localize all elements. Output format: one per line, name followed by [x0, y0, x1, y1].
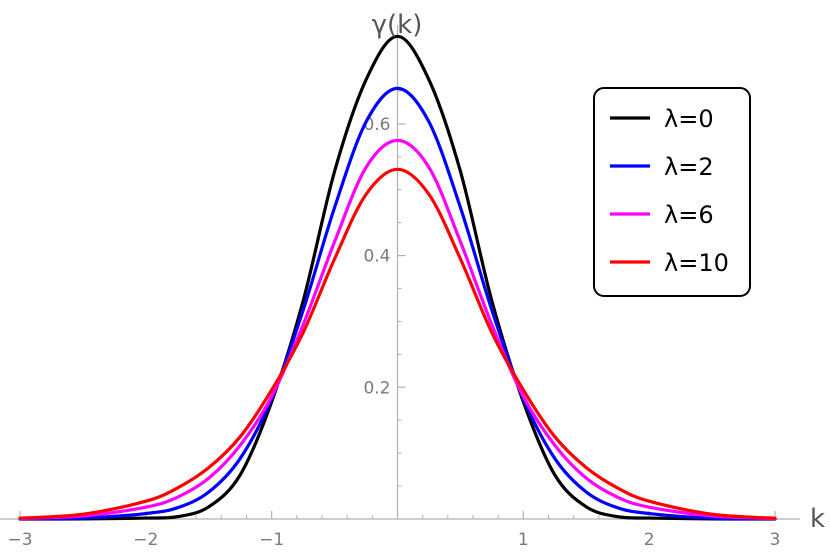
x-tick-label: 3 — [770, 530, 781, 550]
legend-label: λ=10 — [664, 249, 729, 277]
y-tick-label: 0.6 — [363, 115, 390, 135]
legend-box — [593, 87, 751, 297]
series-layer — [18, 34, 777, 521]
legend-label: λ=2 — [664, 153, 714, 181]
series-line-1 — [18, 86, 777, 521]
series-line-3 — [18, 167, 777, 520]
x-tick-label: −3 — [7, 530, 32, 550]
legend: λ=0 λ=2 λ=6 λ=10 — [593, 87, 751, 297]
x-tick-label: 2 — [644, 530, 655, 550]
y-tick-label: 0.2 — [363, 378, 390, 398]
y-axis-title: γ(k) — [372, 10, 423, 40]
x-tick-label: −1 — [259, 530, 284, 550]
x-axis-title: k — [810, 504, 825, 534]
x-tick-label: 1 — [518, 530, 529, 550]
y-tick-label: 0.4 — [363, 247, 390, 267]
series-line-2 — [18, 138, 777, 521]
x-tick-label: −2 — [133, 530, 158, 550]
series-line-0 — [18, 34, 777, 521]
legend-label: λ=0 — [664, 105, 714, 133]
legend-label: λ=6 — [664, 201, 714, 229]
